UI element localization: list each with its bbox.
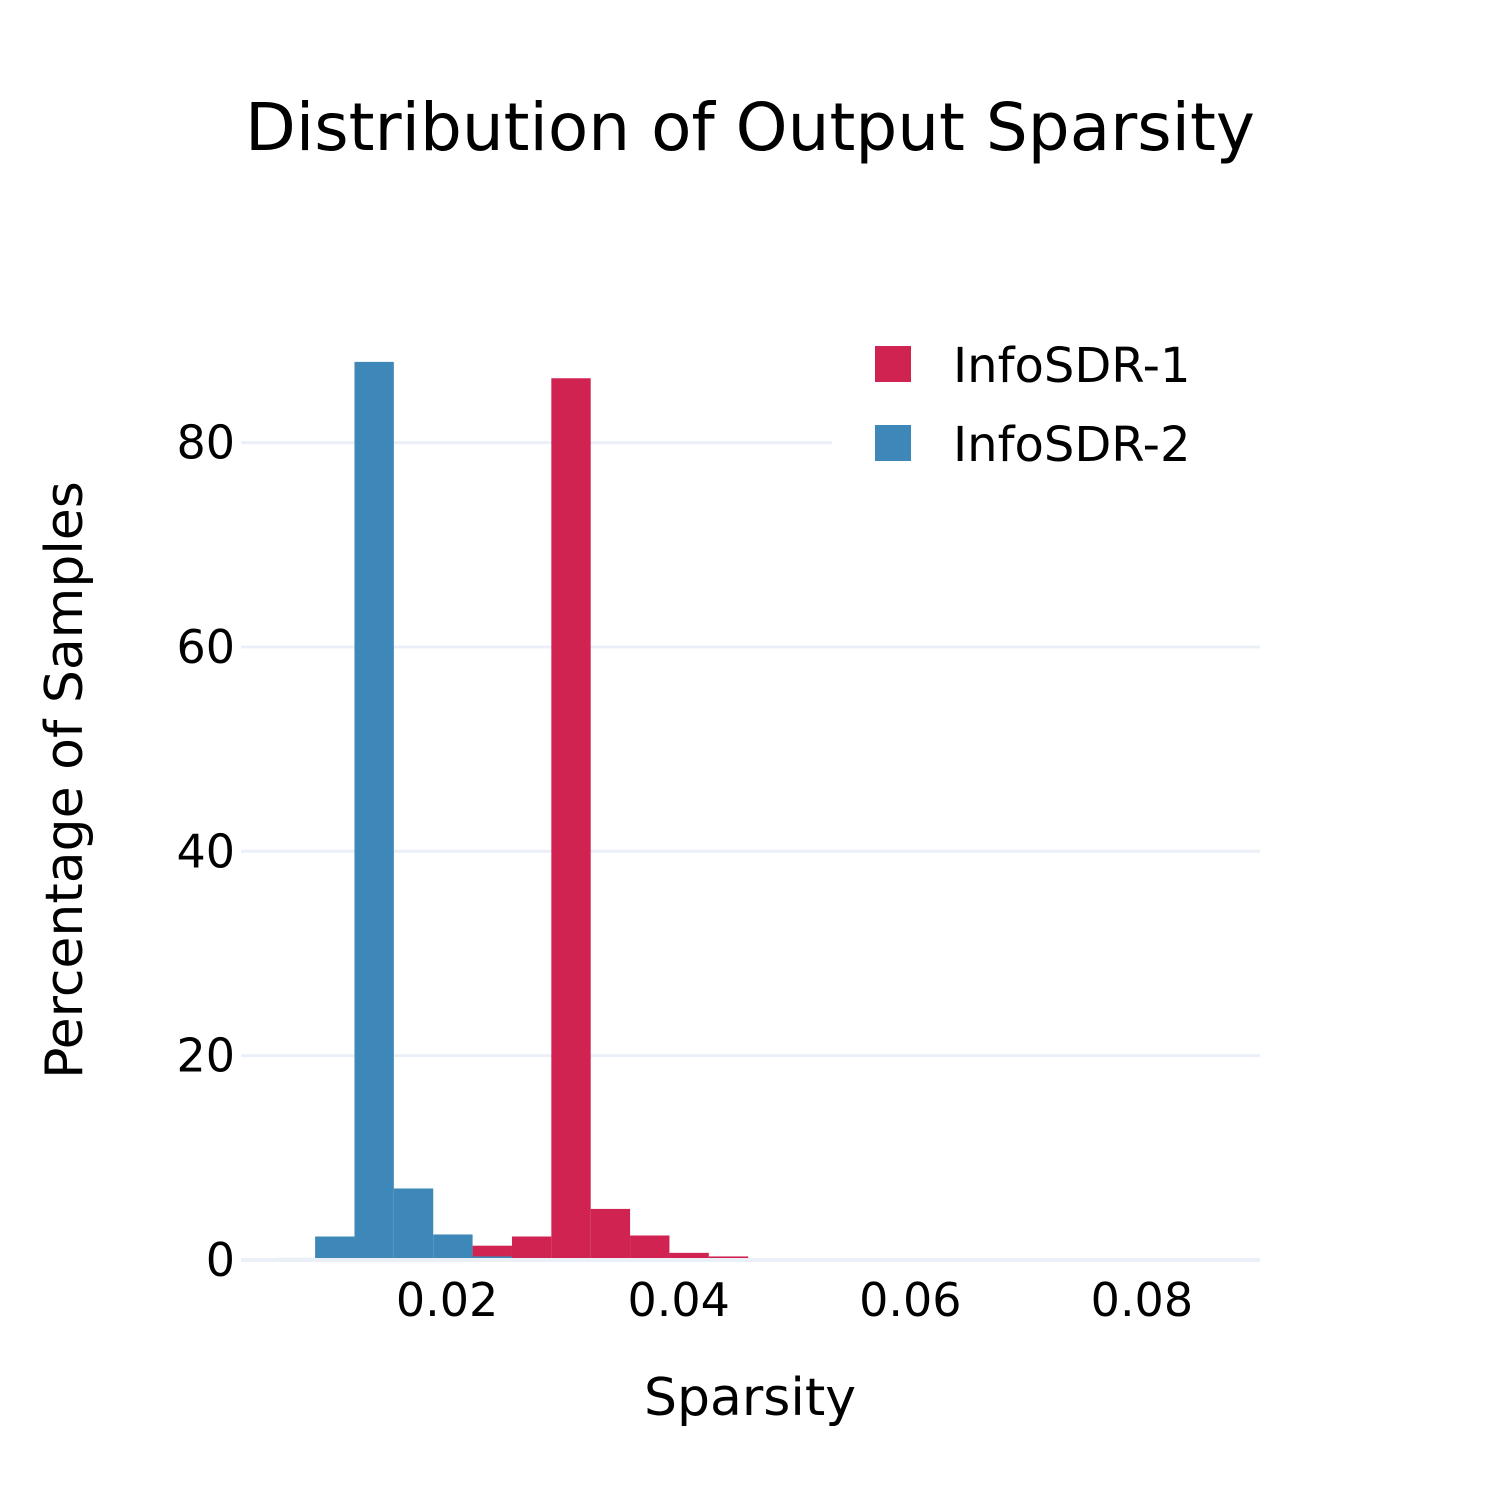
bar-infosdr-1-bin-3 bbox=[590, 1208, 631, 1260]
legend: InfoSDR-1 InfoSDR-2 bbox=[832, 332, 1260, 482]
bar-infosdr-1-bin-5 bbox=[669, 1252, 709, 1260]
bar-infosdr-1-bin-4 bbox=[630, 1235, 670, 1260]
legend-label-infosdr-1: InfoSDR-1 bbox=[953, 338, 1191, 394]
y-axis-title: Percentage of Samples bbox=[35, 481, 95, 1079]
chart-title: Distribution of Output Sparsity bbox=[245, 89, 1255, 166]
gridlines bbox=[241, 441, 1260, 1058]
y-tick-label: 40 bbox=[176, 824, 235, 878]
bar-infosdr-1-bin-1 bbox=[511, 1236, 552, 1260]
x-tick-label: 0.02 bbox=[396, 1273, 498, 1327]
y-tick-label: 0 bbox=[206, 1233, 235, 1287]
bar-infosdr-1-bin-2 bbox=[551, 378, 591, 1260]
bar-infosdr-2-bin-4 bbox=[393, 1188, 434, 1260]
y-tick-label: 20 bbox=[176, 1029, 235, 1083]
axes: 0 20 40 60 80 0.02 0.04 0.06 0.08 bbox=[176, 416, 1260, 1327]
legend-swatch-infosdr-2 bbox=[875, 425, 911, 461]
x-tick-label: 0.08 bbox=[1091, 1273, 1193, 1327]
x-axis-title: Sparsity bbox=[644, 1368, 856, 1428]
bar-infosdr-2-bin-5 bbox=[433, 1234, 473, 1260]
x-tick-label: 0.06 bbox=[859, 1273, 961, 1327]
legend-swatch-infosdr-1 bbox=[875, 346, 911, 382]
legend-label-infosdr-2: InfoSDR-2 bbox=[953, 417, 1191, 473]
bar-infosdr-2-bin-2 bbox=[315, 1236, 355, 1260]
bar-infosdr-2-bin-3 bbox=[354, 361, 394, 1260]
bars bbox=[241, 361, 827, 1260]
y-tick-label: 60 bbox=[176, 620, 235, 674]
y-tick-label: 80 bbox=[176, 416, 235, 470]
x-tick-label: 0.04 bbox=[627, 1273, 729, 1327]
